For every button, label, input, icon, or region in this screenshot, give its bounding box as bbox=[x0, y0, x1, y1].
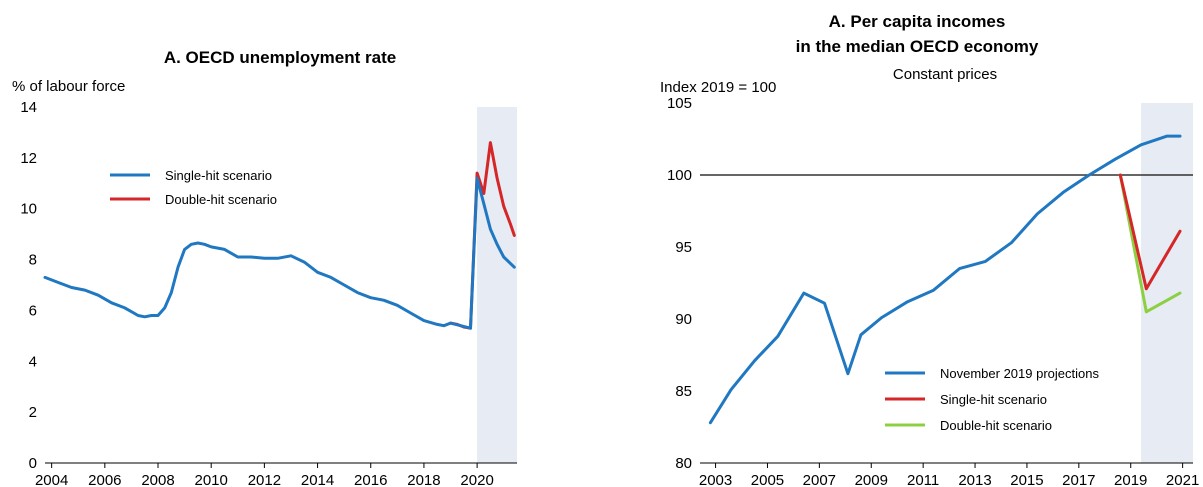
r-x-tick-2015: 2015 bbox=[1010, 472, 1043, 487]
l-x-tick-2012: 2012 bbox=[248, 472, 281, 487]
r-series-double-hit-scenario bbox=[1118, 173, 1182, 314]
right-y-axis-label: Index 2019 = 100 bbox=[660, 79, 776, 96]
right-chart-title-line2: in the median OECD economy bbox=[796, 37, 1039, 56]
r-x-tick-2009: 2009 bbox=[855, 472, 888, 487]
r-series-single-hit-scenario bbox=[1118, 173, 1182, 291]
l-series-single-hit-scenario bbox=[43, 176, 516, 330]
right-chart-subtitle: Constant prices bbox=[893, 66, 997, 83]
r-y-tick-105: 105 bbox=[667, 95, 692, 112]
left-legend-single: Single-hit scenario bbox=[165, 168, 272, 183]
right-legend-double: Double-hit scenario bbox=[940, 418, 1052, 433]
chart-left: A. OECD unemployment rate % of labour fo… bbox=[12, 48, 517, 487]
left-y-axis-label: % of labour force bbox=[12, 78, 125, 95]
right-x-ticks: 2003 2005 2007 2009 2011 2013 2015 2017 2019 2021 bbox=[699, 463, 1199, 487]
right-y-ticks: 80 85 90 95 100 105 bbox=[667, 95, 692, 472]
right-series-lines bbox=[708, 134, 1182, 425]
r-x-tick-2021: 2021 bbox=[1166, 472, 1199, 487]
r-x-tick-2003: 2003 bbox=[699, 472, 732, 487]
l-y-tick-14: 14 bbox=[20, 99, 37, 116]
l-x-tick-2004: 2004 bbox=[35, 472, 68, 487]
l-x-tick-2008: 2008 bbox=[141, 472, 174, 487]
r-y-tick-85: 85 bbox=[675, 383, 692, 400]
left-legend-double: Double-hit scenario bbox=[165, 192, 277, 207]
r-x-tick-2013: 2013 bbox=[958, 472, 991, 487]
l-y-tick-4: 4 bbox=[29, 353, 37, 370]
l-x-tick-2020: 2020 bbox=[460, 472, 493, 487]
r-y-tick-95: 95 bbox=[675, 239, 692, 256]
r-y-tick-90: 90 bbox=[675, 311, 692, 328]
r-x-tick-2017: 2017 bbox=[1062, 472, 1095, 487]
l-y-tick-0: 0 bbox=[29, 455, 37, 472]
right-chart-title-line1: A. Per capita incomes bbox=[829, 12, 1006, 31]
l-y-tick-12: 12 bbox=[20, 150, 37, 167]
r-y-tick-100: 100 bbox=[667, 167, 692, 184]
l-y-tick-6: 6 bbox=[29, 302, 37, 319]
l-y-tick-2: 2 bbox=[29, 404, 37, 421]
r-y-tick-80: 80 bbox=[675, 455, 692, 472]
left-chart-title: A. OECD unemployment rate bbox=[164, 48, 396, 67]
left-projection-shade bbox=[477, 107, 517, 463]
l-y-tick-10: 10 bbox=[20, 201, 37, 218]
r-x-tick-2019: 2019 bbox=[1114, 472, 1147, 487]
l-x-tick-2018: 2018 bbox=[407, 472, 440, 487]
right-legend: November 2019 projections Single-hit sce… bbox=[885, 366, 1099, 433]
r-x-tick-2007: 2007 bbox=[803, 472, 836, 487]
l-x-tick-2010: 2010 bbox=[195, 472, 228, 487]
left-y-ticks: 0 2 4 6 8 10 12 14 bbox=[20, 99, 37, 472]
r-x-tick-2005: 2005 bbox=[751, 472, 784, 487]
left-legend: Single-hit scenario Double-hit scenario bbox=[110, 168, 277, 207]
left-x-ticks: 2004 2006 2008 2010 2012 2014 2016 2018 2020 bbox=[35, 463, 494, 487]
chart-right: A. Per capita incomes in the median OECD… bbox=[660, 12, 1199, 487]
right-legend-single: Single-hit scenario bbox=[940, 392, 1047, 407]
left-series-lines bbox=[43, 141, 516, 330]
r-x-tick-2011: 2011 bbox=[907, 472, 939, 487]
l-x-tick-2016: 2016 bbox=[354, 472, 387, 487]
r-series-november-2019-projections bbox=[708, 134, 1182, 425]
right-legend-nov: November 2019 projections bbox=[940, 366, 1099, 381]
l-x-tick-2014: 2014 bbox=[301, 472, 334, 487]
l-y-tick-8: 8 bbox=[29, 252, 37, 269]
l-x-tick-2006: 2006 bbox=[88, 472, 121, 487]
